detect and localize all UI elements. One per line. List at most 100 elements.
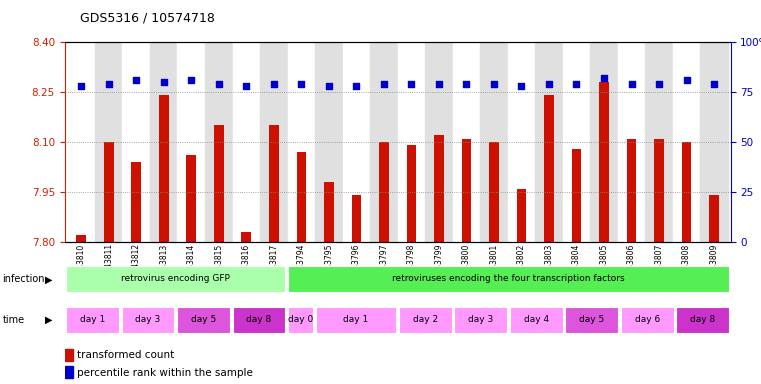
Bar	[406, 146, 416, 242]
Text: day 5: day 5	[191, 314, 216, 324]
Bar	[104, 142, 113, 242]
Point	[515, 83, 527, 89]
Text: infection: infection	[2, 274, 45, 285]
Point	[598, 75, 610, 81]
Text: day 2: day 2	[412, 314, 438, 324]
Point	[75, 83, 88, 89]
Text: GDS5316 / 10574718: GDS5316 / 10574718	[80, 12, 215, 25]
Bar	[241, 232, 251, 242]
Text: day 4: day 4	[524, 314, 549, 324]
Bar	[618, 42, 645, 242]
Bar	[214, 126, 224, 242]
Bar	[95, 42, 123, 242]
Point	[130, 77, 142, 83]
Bar	[342, 42, 370, 242]
Point	[680, 77, 693, 83]
Point	[653, 81, 665, 87]
Point	[323, 83, 335, 89]
Text: day 1: day 1	[80, 314, 105, 324]
Bar	[122, 307, 174, 333]
Bar	[177, 307, 230, 333]
Bar	[297, 152, 306, 242]
Text: day 8: day 8	[247, 314, 272, 324]
Bar	[324, 182, 333, 242]
Bar	[177, 42, 205, 242]
Bar	[316, 307, 396, 333]
Bar	[186, 156, 196, 242]
Bar	[132, 162, 141, 242]
Bar	[565, 307, 618, 333]
Point	[460, 81, 473, 87]
Bar	[66, 307, 119, 333]
Text: retrovirus encoding GFP: retrovirus encoding GFP	[121, 274, 230, 283]
Point	[350, 83, 362, 89]
Text: day 6: day 6	[635, 314, 660, 324]
Text: day 8: day 8	[690, 314, 715, 324]
Bar	[399, 307, 452, 333]
Bar	[517, 189, 527, 242]
Text: ▶: ▶	[45, 314, 53, 325]
Bar	[76, 235, 86, 242]
Bar	[425, 42, 453, 242]
Text: day 5: day 5	[579, 314, 604, 324]
Bar	[269, 126, 279, 242]
Bar	[677, 307, 729, 333]
Point	[240, 83, 253, 89]
Bar	[510, 307, 562, 333]
Text: time: time	[2, 314, 24, 325]
Bar	[599, 82, 609, 242]
Point	[626, 81, 638, 87]
Bar	[233, 307, 285, 333]
Bar	[352, 195, 361, 242]
Point	[212, 81, 224, 87]
Bar	[379, 142, 389, 242]
Text: retroviruses encoding the four transcription factors: retroviruses encoding the four transcrip…	[392, 274, 625, 283]
Bar	[397, 42, 425, 242]
Text: percentile rank within the sample: percentile rank within the sample	[77, 367, 253, 377]
Bar	[645, 42, 673, 242]
Bar	[65, 349, 73, 361]
Point	[103, 81, 115, 87]
Point	[543, 81, 555, 87]
Point	[158, 79, 170, 85]
Text: day 1: day 1	[343, 314, 368, 324]
Bar	[315, 42, 342, 242]
Bar	[370, 42, 397, 242]
Bar	[700, 42, 728, 242]
Text: ▶: ▶	[45, 274, 53, 285]
Bar	[150, 42, 177, 242]
Bar	[562, 42, 591, 242]
Bar	[654, 139, 664, 242]
Bar	[205, 42, 233, 242]
Bar	[454, 307, 508, 333]
Bar	[627, 139, 636, 242]
Bar	[288, 307, 313, 333]
Bar	[489, 142, 498, 242]
Bar	[544, 96, 554, 242]
Point	[433, 81, 445, 87]
Bar	[288, 42, 315, 242]
Bar	[66, 266, 285, 292]
Text: transformed count: transformed count	[77, 350, 174, 360]
Bar	[453, 42, 480, 242]
Point	[571, 81, 583, 87]
Text: day 3: day 3	[135, 314, 161, 324]
Bar	[288, 266, 729, 292]
Bar	[480, 42, 508, 242]
Bar	[508, 42, 535, 242]
Bar	[434, 136, 444, 242]
Point	[185, 77, 197, 83]
Text: day 3: day 3	[468, 314, 493, 324]
Bar	[65, 366, 73, 379]
Point	[377, 81, 390, 87]
Bar	[68, 42, 95, 242]
Point	[295, 81, 307, 87]
Bar	[591, 42, 618, 242]
Bar	[260, 42, 288, 242]
Bar	[673, 42, 700, 242]
Bar	[621, 307, 673, 333]
Bar	[709, 195, 719, 242]
Bar	[572, 149, 581, 242]
Point	[268, 81, 280, 87]
Bar	[462, 139, 471, 242]
